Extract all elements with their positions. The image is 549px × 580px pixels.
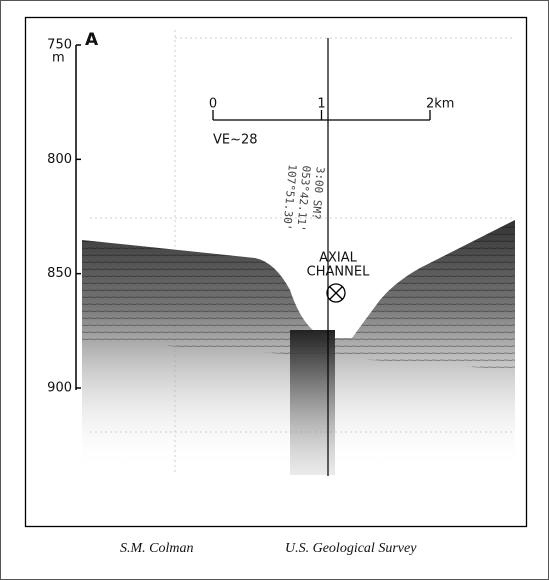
credit-agency: U.S. Geological Survey [285,541,417,556]
depth-tick-label: 850 [47,266,72,281]
depth-tick-label: 800 [47,152,72,167]
panel-label: A [85,30,99,50]
feature-label: CHANNEL [307,265,370,280]
handwritten-note: 107°51.30' [280,164,299,231]
handwritten-note: 053°42.11' [294,165,313,232]
scale-tick-label: 2km [426,97,454,112]
sediment-layers [82,220,515,370]
feature-label: AXIAL [319,251,358,266]
scale-note: VE~28 [213,133,258,148]
handwritten-note: 3:00 SM? [309,166,327,220]
scale-tick-label: 1 [317,97,325,112]
channel-symbol [326,283,346,303]
scale-tick-label: 0 [209,97,217,112]
credit-author: S.M. Colman [120,541,194,556]
depth-tick-label: 750 [47,38,72,53]
depth-tick-label: 900 [47,381,72,396]
figure-frame [24,16,528,528]
axis-unit: m [52,51,65,66]
